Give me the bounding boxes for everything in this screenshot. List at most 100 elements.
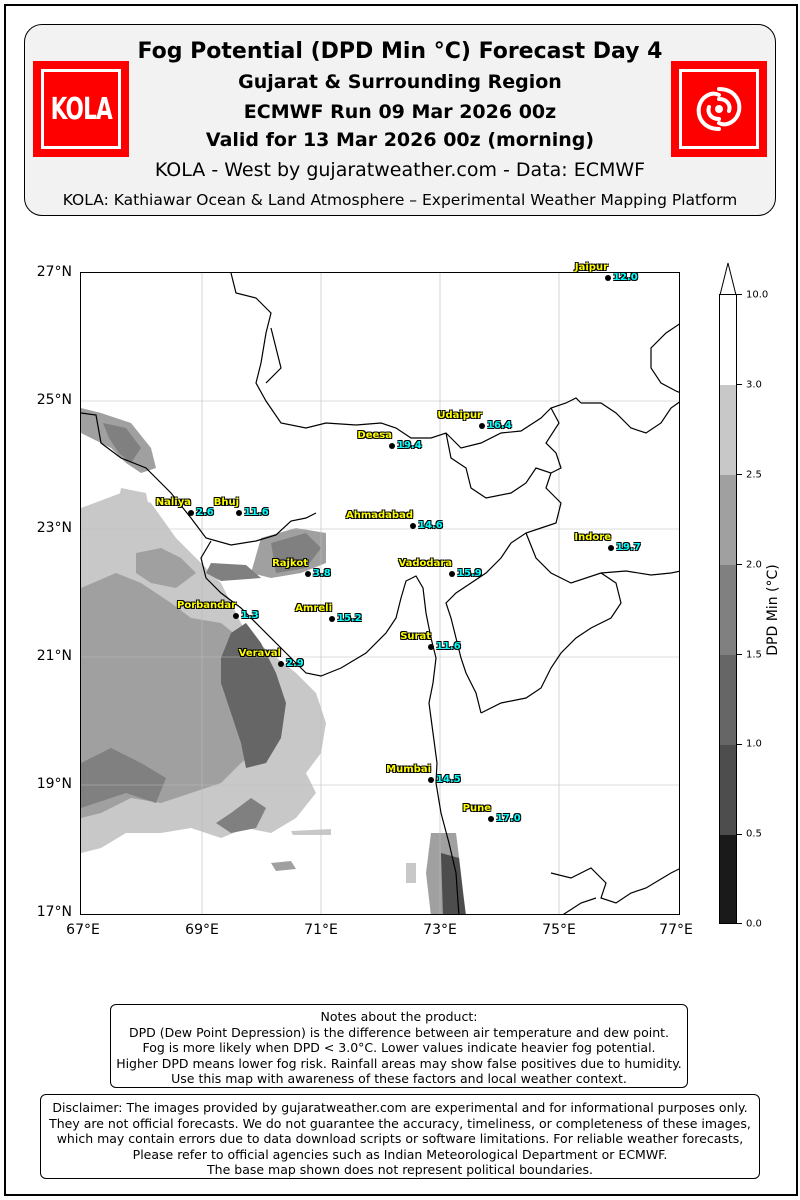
city-name: Jaipur (574, 262, 608, 274)
colorbar-tick: 1.0 (746, 738, 762, 750)
city-name: Indore (574, 532, 611, 544)
model-run: ECMWF Run 09 Mar 2026 00z (243, 101, 557, 123)
city-name: Pune (462, 802, 491, 814)
colorbar-segment (720, 565, 736, 655)
kola-logo-text: KOLA (50, 91, 112, 127)
city-name: Bhuj (213, 497, 239, 509)
region-subtitle: Gujarat & Surrounding Region (238, 71, 562, 93)
city-dpd-value: 14.6 (418, 519, 443, 531)
city-dpd-value: 12.0 (613, 272, 638, 284)
lat-label: 17°N (36, 904, 72, 920)
platform-line: KOLA: Kathiawar Ocean & Land Atmosphere … (62, 191, 738, 209)
disclaimer-line: They are not official forecasts. We do n… (49, 1115, 751, 1131)
city-name: Naliya (155, 497, 191, 509)
lon-label: 71°E (304, 922, 338, 938)
city-name: Amreli (295, 603, 332, 615)
city-dpd-value: 2.6 (196, 507, 214, 519)
city-name: Ahmadabad (346, 509, 413, 521)
map-title: Fog Potential (DPD Min °C) Forecast Day … (137, 39, 663, 64)
city-dot (329, 616, 335, 623)
city-dpd-value: 15.2 (337, 613, 362, 625)
city-dot (236, 510, 242, 517)
city-dpd-value: 19.7 (616, 542, 641, 554)
colorbar-segment (720, 655, 736, 745)
colorbar-tick: 2.0 (746, 559, 762, 571)
disclaimer-box: Disclaimer: The images provided by gujar… (40, 1094, 760, 1179)
city-dot (410, 522, 416, 529)
city-name: Vadodara (398, 558, 452, 570)
colorbar-segment (720, 835, 736, 923)
credit-line: KOLA - West by gujaratweather.com - Data… (154, 159, 646, 181)
colorbar (719, 294, 737, 924)
fog-map (80, 272, 680, 915)
city-dot (428, 776, 434, 783)
city-dpd-value: 15.9 (457, 568, 482, 580)
page-frame (4, 4, 798, 1196)
map-canvas (81, 273, 679, 914)
city-dot (278, 661, 284, 668)
city-dot (188, 510, 194, 517)
city-dot (608, 545, 614, 552)
lat-label: 25°N (36, 392, 72, 408)
city-dot (449, 571, 455, 578)
notes-line: Notes about the product: (320, 1009, 478, 1024)
city-dpd-value: 11.6 (436, 640, 461, 652)
city-name: Porbandar (177, 600, 236, 611)
cyclone-logo-icon (671, 61, 767, 157)
lat-label: 27°N (36, 264, 72, 280)
colorbar-tick: 3.0 (746, 379, 762, 391)
lat-label: 21°N (36, 648, 72, 664)
city-name: Rajkot (272, 558, 308, 570)
city-dpd-value: 3.8 (313, 568, 331, 580)
colorbar-extend-arrow (719, 262, 737, 296)
lon-label: 75°E (542, 922, 576, 938)
city-dot (389, 442, 395, 449)
city-dpd-value: 19.4 (397, 439, 422, 451)
colorbar-tick: 0.0 (746, 918, 762, 930)
colorbar-segment (720, 295, 736, 385)
city-dpd-value: 2.9 (286, 658, 304, 670)
fog-shading (81, 408, 466, 914)
lon-label: 73°E (423, 922, 457, 938)
colorbar-tick: 1.5 (746, 649, 762, 661)
city-dot (233, 613, 239, 619)
disclaimer-line: Please refer to official agencies such a… (132, 1146, 668, 1162)
valid-time: Valid for 13 Mar 2026 00z (morning) (205, 129, 595, 151)
colorbar-tick: 0.5 (746, 828, 762, 840)
header-panel: KOLA Fog Potential (DPD Min °C) Forecast… (24, 24, 776, 216)
lon-label: 77°E (659, 922, 693, 938)
city-dot (428, 643, 434, 650)
city-dpd-value: 14.5 (436, 773, 461, 785)
notes-line: Use this map with awareness of these fac… (171, 1071, 627, 1086)
colorbar-segment (720, 385, 736, 475)
lon-label: 69°E (185, 922, 219, 938)
notes-line: Higher DPD means lower fog risk. Rainfal… (116, 1055, 682, 1071)
city-dpd-value: 1.3 (241, 610, 259, 621)
city-name: Deesa (357, 429, 392, 441)
colorbar-label: DPD Min (°C) (765, 564, 781, 656)
notes-line: Fog is more likely when DPD < 3.0°C. Low… (142, 1040, 656, 1055)
kola-logo: KOLA (33, 61, 129, 157)
disclaimer-line: Disclaimer: The images provided by gujar… (52, 1100, 748, 1115)
colorbar-segment (720, 475, 736, 565)
city-dpd-value: 17.0 (496, 812, 521, 824)
disclaimer-line: which may contain errors due to data dow… (56, 1131, 744, 1146)
city-name: Veraval (238, 648, 281, 660)
city-dpd-value: 11.6 (244, 507, 269, 519)
city-name: Surat (400, 630, 431, 642)
city-dot (479, 423, 485, 430)
colorbar-segment (720, 745, 736, 835)
city-dot (605, 275, 611, 282)
lon-label: 67°E (66, 922, 100, 938)
city-dot (305, 571, 311, 578)
coastlines-borders (81, 273, 679, 914)
colorbar-tick: 10.0 (746, 289, 769, 301)
lat-label: 19°N (36, 776, 72, 792)
city-name: Udaipur (437, 410, 482, 422)
city-name: Mumbai (386, 763, 431, 775)
notes-line: DPD (Dew Point Depression) is the differ… (128, 1024, 670, 1040)
disclaimer-line: The base map shown does not represent po… (207, 1162, 593, 1177)
city-dpd-value: 16.4 (487, 420, 512, 432)
lat-label: 23°N (36, 520, 72, 536)
city-dot (488, 815, 494, 822)
